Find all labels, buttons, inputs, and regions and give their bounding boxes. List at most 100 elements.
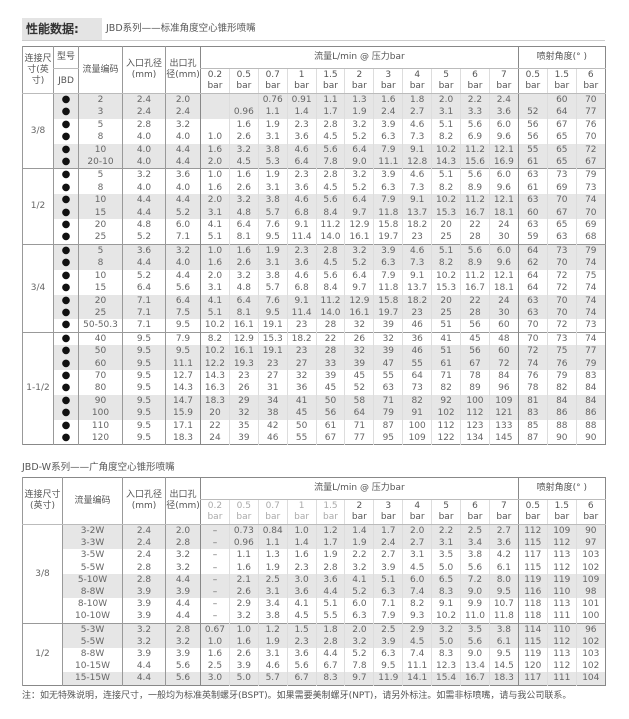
flow-value: 7.8 xyxy=(344,660,374,673)
flow-value: 3.6 xyxy=(488,537,519,550)
angle-value: 55 xyxy=(517,143,548,157)
pressure-unit: bar xyxy=(496,512,512,522)
angle-value: 74 xyxy=(575,194,606,207)
flow-value: 1.9 xyxy=(257,561,288,574)
outlet-diameter: 2.8 xyxy=(165,622,201,636)
flow-value: 1.2 xyxy=(315,524,345,538)
flow-value: 3.6 xyxy=(286,257,317,270)
angle-value: 74 xyxy=(575,282,606,295)
flow-value: 9.7 xyxy=(344,672,374,686)
inlet-diameter: 4.4 xyxy=(122,194,166,207)
flow-value: 112 xyxy=(460,407,490,420)
flow-value: 5.1 xyxy=(431,118,461,132)
flow-value: 11.2 xyxy=(460,269,490,283)
angle-value: 119 xyxy=(517,648,548,661)
flow-value: 4.4 xyxy=(315,586,345,599)
flow-value: 71 xyxy=(344,419,374,432)
flow-value: 6.3 xyxy=(373,648,403,661)
pressure-unit: bar xyxy=(323,81,338,91)
flow-value: 3.4 xyxy=(460,537,490,550)
flow-value: 2.6 xyxy=(228,586,259,599)
flow-value: 23 xyxy=(228,369,259,383)
outlet-diameter: 6.0 xyxy=(165,219,201,232)
flow-value: 5.1 xyxy=(431,168,461,182)
flow-value: 4.6 xyxy=(402,243,432,258)
flow-value: 5.0 xyxy=(228,672,259,686)
flow-value: 2.0 xyxy=(431,93,461,107)
flow-value: 2.3 xyxy=(286,168,317,182)
table-row: ● 80 9.5 14.3 16.3 26 31 36 45 52 63 73 82 89 96 78 82 84 xyxy=(23,382,606,395)
angle-value: 117 xyxy=(517,672,548,686)
flow-code: 8 xyxy=(78,131,123,144)
flow-value: 50 xyxy=(315,394,345,408)
header-inlet-diameter: 入口孔径(mm) xyxy=(122,477,166,525)
model-dot: ● xyxy=(53,319,79,333)
flow-value: 6.4 xyxy=(228,294,259,307)
angle-value: 87 xyxy=(517,431,548,445)
flow-value: 6.0 xyxy=(344,598,374,611)
outlet-diameter: 4.0 xyxy=(165,257,201,270)
outlet-diameter: 2.0 xyxy=(165,524,201,538)
header-pressure: 3 bar xyxy=(373,499,403,525)
flow-value: 15.6 xyxy=(460,156,490,169)
flow-value: 6.0 xyxy=(488,118,519,132)
flow-value: 4.8 xyxy=(228,282,259,295)
table-row: ● 25 7.1 7.5 5.1 8.1 9.5 11.4 14.0 16.1 19.7 23 25 28… xyxy=(23,306,606,320)
flow-value: 11.9 xyxy=(373,672,403,686)
flow-code: 5 xyxy=(78,168,123,182)
flow-value: 3.6 xyxy=(286,131,317,144)
pressure-unit: bar xyxy=(294,81,310,91)
angle-value: 56 xyxy=(517,131,548,144)
flow-value: – xyxy=(200,598,230,611)
inlet-diameter: 9.5 xyxy=(122,407,166,420)
outlet-diameter: 5.6 xyxy=(165,660,201,673)
flow-value: 61 xyxy=(431,357,461,370)
flow-value: 5.6 xyxy=(286,660,317,673)
flow-value: 0.67 xyxy=(200,622,230,636)
flow-value: – xyxy=(200,561,230,574)
flow-code: 15 xyxy=(78,282,123,295)
flow-value: 39 xyxy=(344,357,374,370)
outlet-diameter: 4.0 xyxy=(165,131,201,144)
flow-value: 6.7 xyxy=(286,672,317,686)
angle-value: 112 xyxy=(546,537,577,550)
angle-value: 113 xyxy=(546,598,577,611)
angle-value: 112 xyxy=(546,635,577,649)
flow-value: 1.7 xyxy=(315,106,345,119)
flow-value: 3.2 xyxy=(344,118,374,132)
model-dot: ● xyxy=(53,206,79,220)
flow-value: 122 xyxy=(431,431,461,445)
pressure-unit: bar xyxy=(236,512,252,522)
table-row: 15-15W 4.4 5.6 3.0 5.0 5.7 6.7 8.3 9.7 11.9 14.1 15… xyxy=(23,672,606,686)
flow-value: 1.6 xyxy=(200,648,230,661)
angle-value: 74 xyxy=(517,357,548,370)
flow-value: 12.1 xyxy=(488,194,519,207)
angle-value: 84 xyxy=(575,394,606,408)
outlet-diameter: 2.0 xyxy=(165,93,201,107)
outlet-diameter: 18.3 xyxy=(165,431,201,445)
model-dot: ● xyxy=(53,93,79,107)
outlet-diameter: 7.9 xyxy=(165,331,201,346)
flow-value: 7.6 xyxy=(257,294,288,307)
flow-value: 41 xyxy=(431,331,461,346)
table-row: 5-5W 3.2 3.2 1.0 1.6 1.9 2.3 2.8 3.2 3.9 4.5 5.0 5.6… xyxy=(23,635,606,649)
angle-value: 63 xyxy=(517,306,548,320)
outlet-diameter: 12.7 xyxy=(165,369,201,383)
angle-value: 63 xyxy=(517,194,548,207)
flow-value: 3.9 xyxy=(228,660,259,673)
pressure-value: 6 xyxy=(587,70,594,80)
angle-value: 64 xyxy=(517,243,548,258)
table-row: 5-10W 2.8 4.4–2.1 2.5 3.0 3.6 4.1 5.1 6.0 6.5 7.2 8… xyxy=(23,573,606,587)
angle-value: 72 xyxy=(546,319,577,333)
outlet-diameter: 4.4 xyxy=(165,156,201,169)
model-dot: ● xyxy=(53,419,79,432)
flow-value: 28 xyxy=(460,231,490,245)
flow-value: 1.9 xyxy=(344,537,374,550)
angle-value: 74 xyxy=(575,257,606,270)
flow-value: 2.3 xyxy=(286,635,317,649)
flow-value: 7.1 xyxy=(373,598,403,611)
model-dot: ● xyxy=(53,369,79,383)
angle-value: 64 xyxy=(517,282,548,295)
table-row: ● 50 9.5 9.5 10.2 16.1 19.1 23 28 32 39 46 51 56 60 72 7… xyxy=(23,345,606,358)
flow-value: 6.4 xyxy=(344,269,374,283)
